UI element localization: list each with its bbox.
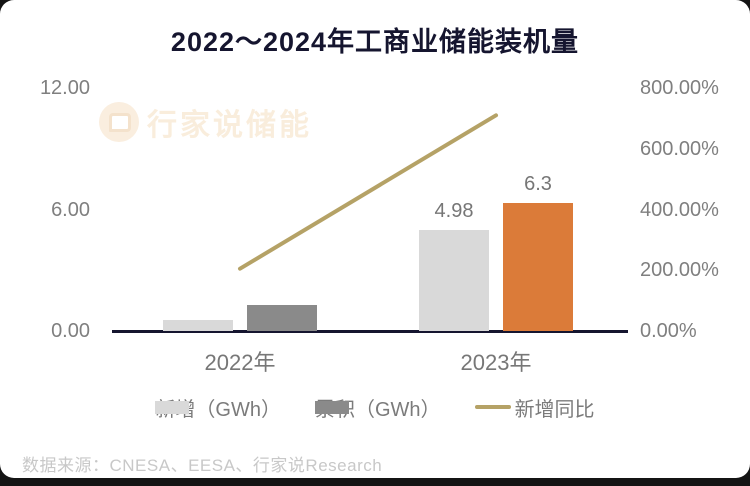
- chart-title: 2022～2024年工商业储能装机量: [170, 27, 580, 57]
- watermark-logo-icon: [99, 102, 139, 142]
- left-axis-tick-2: 0.00: [51, 320, 90, 342]
- right-axis-tick-1: 600.00%: [640, 137, 719, 160]
- legend-label-2: 新增同比: [514, 398, 595, 421]
- legend-item-2: 新增同比: [474, 393, 595, 422]
- right-axis-tick-3: 200.00%: [640, 259, 719, 282]
- x-axis-label-1: 2023年: [460, 350, 532, 375]
- bar-cumulative-0: [247, 304, 317, 331]
- bar-new-1: [419, 230, 489, 331]
- left-axis-tick-0: 12.00: [39, 77, 90, 99]
- legend-item-1: 累积（GWh）: [315, 393, 441, 422]
- legend-swatch-line-icon: [474, 405, 511, 409]
- x-axis-label-0: 2022年: [204, 350, 276, 375]
- source-note: 数据来源：CNESA、EESA、行家说Research: [22, 456, 383, 475]
- legend-swatch-bar-icon: [155, 400, 190, 414]
- legend: 新增（GWh） 累积（GWh） 新增同比: [0, 393, 750, 421]
- bar-new-0: [163, 319, 233, 331]
- watermark: 行家说储能: [99, 100, 312, 144]
- bar-value-label-cumulative-1: 6.3: [524, 173, 552, 196]
- bar-cumulative-1: [503, 203, 573, 331]
- right-axis-tick-2: 400.00%: [640, 198, 719, 221]
- right-axis-tick-4: 0.00%: [640, 320, 697, 342]
- growth-trend-line: [238, 113, 498, 271]
- bar-value-label-new-1: 4.98: [434, 200, 474, 223]
- legend-item-0: 新增（GWh）: [155, 393, 281, 422]
- legend-swatch-bar-icon: [315, 400, 349, 414]
- left-axis-tick-1: 6.00: [51, 198, 90, 221]
- watermark-text: 行家说储能: [147, 109, 312, 142]
- right-axis-tick-0: 800.00%: [640, 77, 719, 99]
- x-axis-line: [112, 330, 628, 333]
